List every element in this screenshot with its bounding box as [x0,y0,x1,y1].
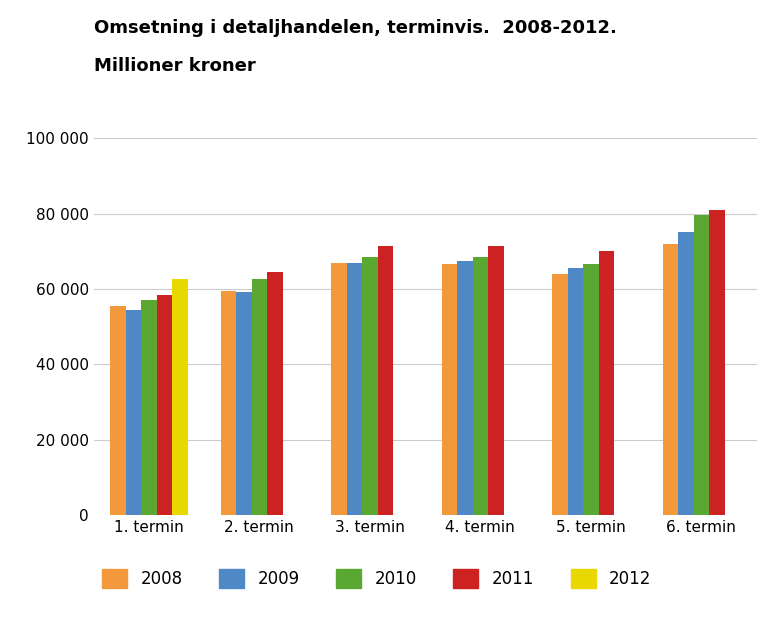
Bar [678,232,693,515]
Bar [252,279,267,515]
Bar [362,257,378,515]
Legend: 2008, 2009, 2010, 2011, 2012: 2008, 2009, 2010, 2011, 2012 [102,568,651,588]
Bar [552,274,568,515]
Bar [583,264,598,515]
Bar [488,246,504,515]
Bar [157,295,172,515]
Bar [141,300,157,515]
Bar [267,272,282,515]
Bar [457,261,473,515]
Bar [709,210,725,515]
Bar [441,264,457,515]
Text: Omsetning i detaljhandelen, terminvis.  2008-2012.: Omsetning i detaljhandelen, terminvis. 2… [94,19,616,37]
Bar [663,244,678,515]
Bar [221,291,236,515]
Bar [110,306,126,515]
Text: Millioner kroner: Millioner kroner [94,57,255,75]
Bar [126,310,141,515]
Bar [693,215,709,515]
Bar [236,292,252,515]
Bar [332,263,346,515]
Bar [378,246,393,515]
Bar [598,251,614,515]
Bar [346,263,362,515]
Bar [568,268,583,515]
Bar [172,279,187,515]
Bar [473,257,488,515]
